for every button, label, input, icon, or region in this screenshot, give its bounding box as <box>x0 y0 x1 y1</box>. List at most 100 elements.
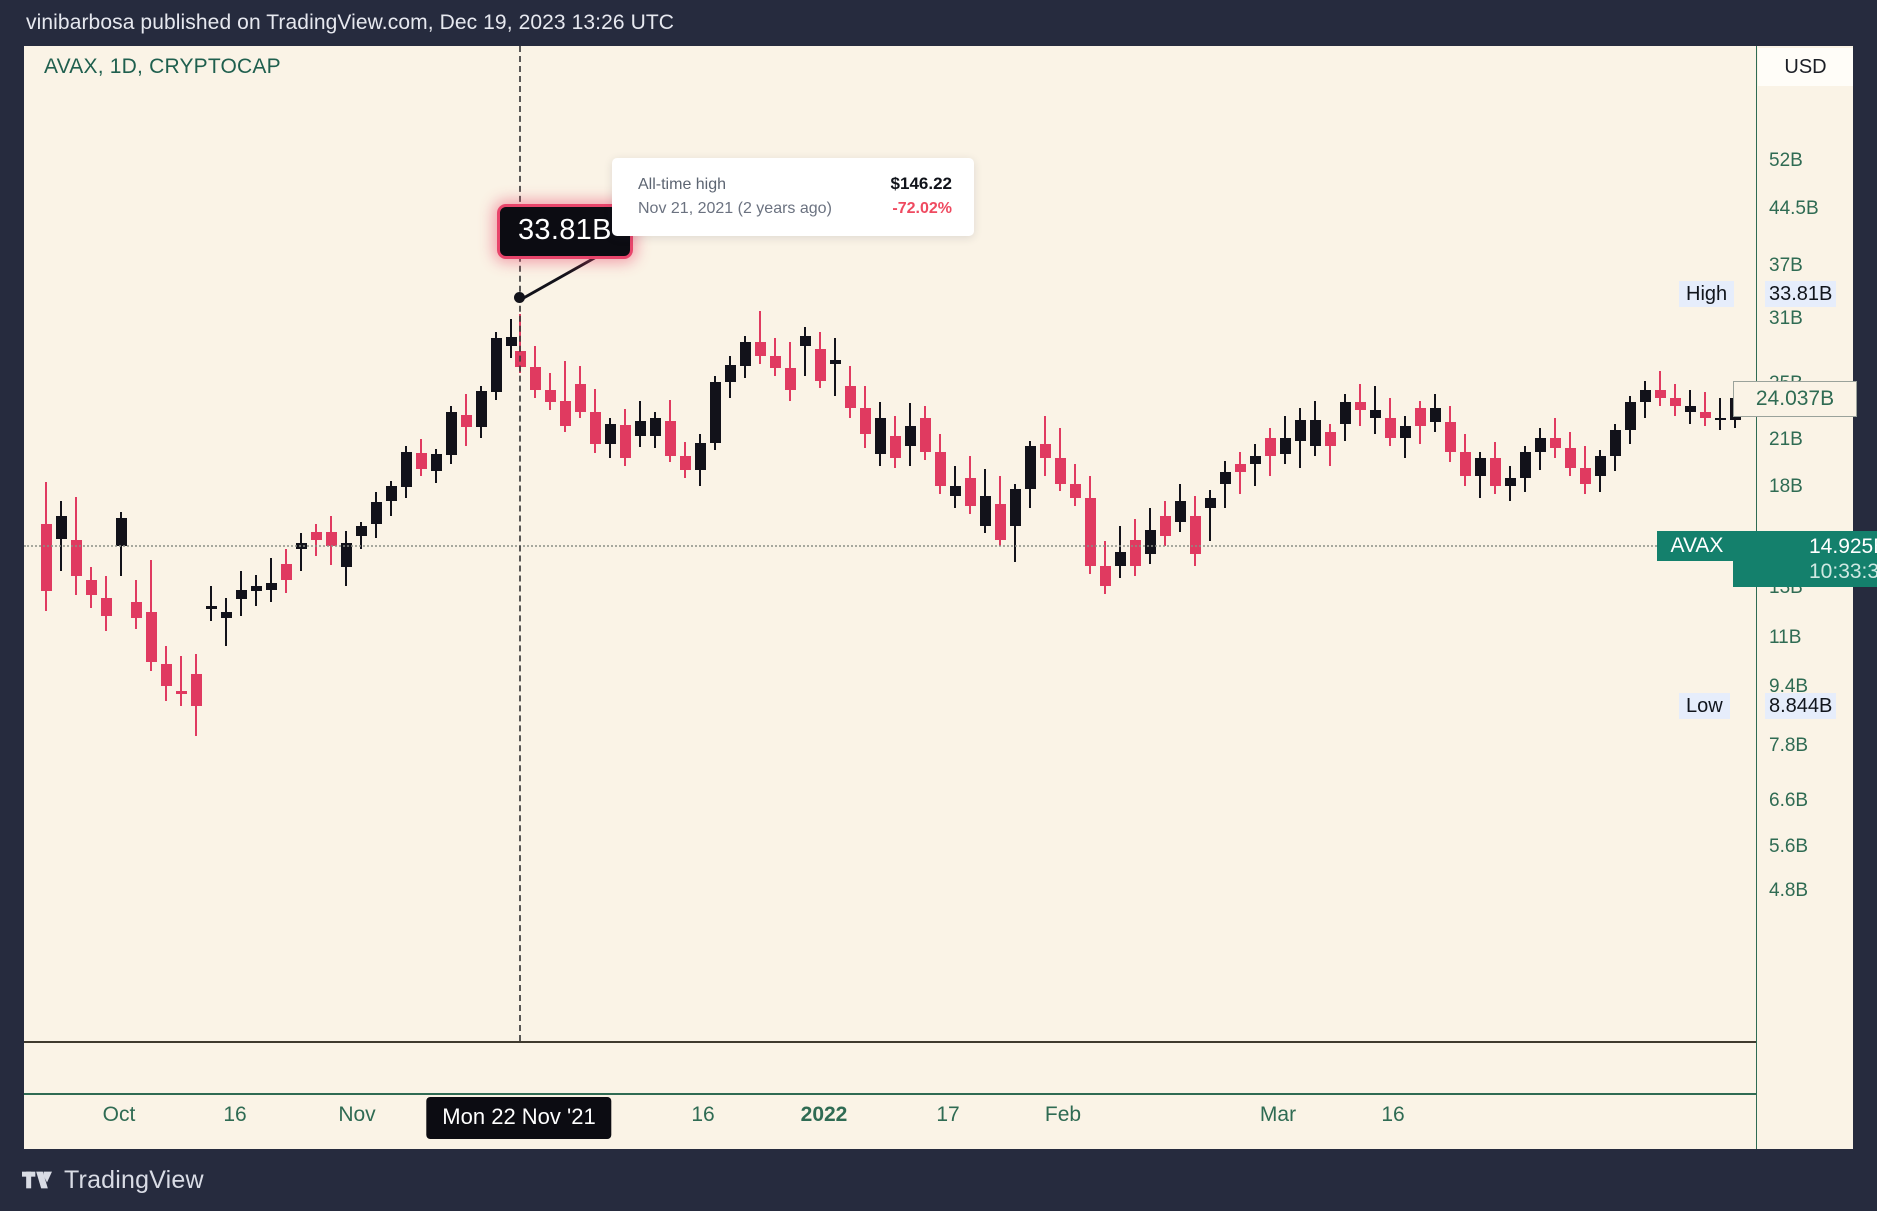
candle-body <box>1249 456 1261 464</box>
candlestick <box>574 366 586 418</box>
candle-body <box>1219 472 1231 484</box>
candle-wick <box>1239 452 1241 494</box>
candle-body <box>1009 489 1021 526</box>
candle-wick <box>225 598 227 646</box>
chart-pane: AVAX, 1D, CRYPTOCAP 33.81B All-time high… <box>24 46 1853 1149</box>
candle-body <box>784 368 796 390</box>
candlestick <box>1309 401 1321 456</box>
candlestick <box>475 386 487 438</box>
candle-body <box>415 453 427 469</box>
candle-wick <box>1224 461 1226 508</box>
time-tick-label: 16 <box>1381 1103 1405 1126</box>
price-tick-label: 18B <box>1769 476 1803 497</box>
candle-body <box>370 502 382 524</box>
time-tick-label: Mar <box>1259 1103 1297 1126</box>
candlestick <box>1534 428 1546 470</box>
candle-body <box>934 452 946 486</box>
time-tick-label: 17 <box>936 1103 960 1126</box>
time-scale[interactable]: Oct16NovDec16202217FebMar16Mon 22 Nov '2… <box>24 1095 1853 1149</box>
candle-body <box>814 349 826 381</box>
candle-body <box>325 532 337 546</box>
candlestick <box>1579 446 1591 494</box>
candlestick <box>1054 428 1066 491</box>
candle-body <box>1459 452 1471 476</box>
ath-price-label: 33.81B <box>497 204 633 259</box>
candlestick <box>385 481 397 516</box>
candle-body <box>1429 408 1441 422</box>
candle-body <box>490 338 502 392</box>
candlestick <box>1009 484 1021 562</box>
candle-wick <box>1719 398 1721 430</box>
candlestick <box>829 338 841 396</box>
candlestick <box>490 332 502 400</box>
candlestick <box>1399 416 1411 458</box>
candle-body <box>1639 390 1651 402</box>
candlestick <box>994 476 1006 546</box>
candle-body <box>1594 456 1606 476</box>
candlestick <box>1129 519 1141 576</box>
candlestick <box>589 389 601 453</box>
plot-area[interactable]: AVAX, 1D, CRYPTOCAP <box>24 46 1756 1041</box>
candle-body <box>1474 458 1486 476</box>
candle-body <box>280 564 292 580</box>
candlestick <box>799 327 811 376</box>
candlestick <box>889 416 901 468</box>
candle-body <box>679 456 691 470</box>
candle-body <box>664 421 676 456</box>
publish-text: vinibarbosa published on TradingView.com… <box>26 11 675 34</box>
candle-body <box>85 580 97 595</box>
candlestick <box>340 531 352 586</box>
candle-body <box>1624 402 1636 430</box>
candle-body <box>1609 430 1621 456</box>
candle-body <box>220 612 232 618</box>
candle-wick <box>180 656 182 706</box>
candlestick <box>1174 484 1186 532</box>
ath-tooltip-row-title: All-time high $146.22 <box>638 174 952 194</box>
candlestick <box>355 522 367 549</box>
candlestick <box>190 654 202 736</box>
candlestick <box>430 449 442 483</box>
candlestick <box>1234 452 1246 494</box>
candlestick <box>904 403 916 466</box>
candle-body <box>1414 408 1426 426</box>
current-price-time: 10:33:32 <box>1809 560 1877 583</box>
candle-body <box>769 356 781 368</box>
candlestick <box>145 560 157 671</box>
candle-body <box>1489 458 1501 486</box>
low-marker-side-label: Low <box>1679 693 1730 719</box>
time-scale-top-border <box>24 1093 1853 1095</box>
candle-body <box>1309 420 1321 446</box>
candlestick <box>1279 416 1291 464</box>
candle-body <box>619 425 631 458</box>
candlestick <box>1204 490 1216 541</box>
candle-body <box>175 691 187 694</box>
candle-body <box>919 418 931 452</box>
candlestick <box>1039 416 1051 476</box>
candle-wick <box>564 361 566 432</box>
candle-wick <box>1659 371 1661 406</box>
candle-body <box>1099 566 1111 586</box>
candlestick <box>964 456 976 514</box>
candle-body <box>1264 438 1276 456</box>
chart-legend: AVAX, 1D, CRYPTOCAP <box>44 55 281 78</box>
candle-body <box>115 518 127 546</box>
candlestick <box>919 406 931 460</box>
candlestick <box>604 418 616 458</box>
candle-body <box>1339 402 1351 424</box>
current-symbol-tag: AVAX <box>1657 531 1737 561</box>
currency-unit-label[interactable]: USD <box>1758 48 1853 86</box>
price-tick-label: 4.8B <box>1769 880 1809 901</box>
candle-body <box>55 516 67 539</box>
candle-body <box>1654 390 1666 398</box>
price-tick-label: 21B <box>1769 429 1803 450</box>
tradingview-logo-icon <box>22 1171 52 1189</box>
price-scale[interactable]: USD 52B44.5B37B31B25B21B18B13B11B9.4B7.8… <box>1679 46 1853 1149</box>
candlestick <box>160 646 172 701</box>
candle-body <box>1324 432 1336 446</box>
candlestick <box>1099 541 1111 594</box>
candle-body <box>1159 516 1171 536</box>
candle-body <box>1144 530 1156 554</box>
time-tick-label: 16 <box>691 1103 715 1126</box>
candlestick <box>1444 406 1456 462</box>
candle-body <box>460 415 472 427</box>
